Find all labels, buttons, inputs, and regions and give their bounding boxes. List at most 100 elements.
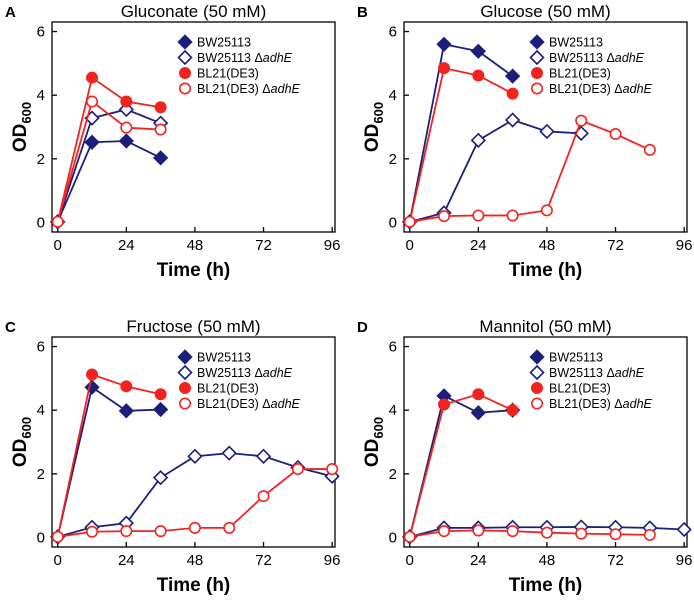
y-axis-title-main: OD (362, 124, 383, 153)
legend-marker (179, 397, 192, 410)
y-axis-title-subscript: 600 (371, 417, 386, 439)
x-tick-label: 72 (607, 552, 624, 569)
series-3 (403, 524, 656, 543)
legend-marker (529, 49, 545, 66)
y-axis-title: OD600 (10, 102, 34, 152)
data-point (86, 95, 99, 108)
data-point (188, 521, 201, 534)
legend-entry: BW25113 (549, 351, 603, 365)
x-axis-title: Time (h) (509, 575, 583, 596)
data-point (643, 528, 656, 541)
legend-entry: BL21(DE3) (197, 382, 259, 396)
legend-marker (529, 34, 545, 50)
legend-entry-suffix: adhE (615, 366, 645, 380)
legend-entry-name: BW25113 (197, 36, 251, 50)
data-point (51, 215, 64, 228)
legend-entry-name: BL21(DE3) Δ (197, 82, 271, 96)
y-axis-title-subscript: 600 (371, 102, 386, 124)
data-point (575, 527, 588, 540)
data-point (255, 448, 272, 464)
legend-entry-suffix: adhE (623, 82, 653, 96)
x-tick-label: 24 (470, 237, 487, 254)
data-point (154, 101, 167, 114)
series-line (408, 394, 513, 538)
legend-entry-name: BL21(DE3) Δ (549, 397, 623, 411)
legend-entry: BW25113 (197, 351, 251, 365)
data-point (154, 388, 167, 401)
panel-letter: D (357, 319, 368, 336)
legend-entry: BL21(DE3) (549, 67, 611, 81)
data-point (152, 150, 169, 166)
y-axis-title-main: OD (10, 124, 31, 153)
legend-entry: BL21(DE3) ΔadhE (549, 397, 653, 411)
series-3 (403, 114, 656, 228)
legend-marker (179, 381, 192, 394)
legend-entry-name: BW25113 Δ (197, 366, 263, 380)
data-point (403, 530, 416, 543)
data-point (120, 380, 133, 393)
y-axis-title-main: OD (10, 439, 31, 468)
data-point (539, 123, 555, 140)
data-point (676, 521, 692, 538)
legend-entry: BW25113 ΔadhE (197, 51, 293, 65)
series-0 (50, 379, 169, 545)
legend-entry: BL21(DE3) ΔadhE (197, 397, 301, 411)
x-tick-label: 96 (676, 237, 693, 254)
legend-entry: BW25113 ΔadhE (197, 366, 293, 380)
data-point (438, 398, 451, 411)
x-tick-label: 72 (255, 552, 272, 569)
x-tick-label: 0 (54, 552, 62, 569)
series-line (408, 43, 514, 222)
legend-entry-name: BL21(DE3) Δ (197, 397, 271, 411)
data-point (506, 525, 519, 538)
y-tick-label: 6 (389, 339, 397, 356)
legend-entry-name: BW25113 Δ (549, 51, 615, 65)
y-tick-label: 4 (389, 402, 397, 419)
series-line (56, 100, 161, 223)
data-point (609, 128, 622, 141)
data-point (438, 210, 451, 223)
y-axis-title: OD600 (362, 417, 386, 467)
legend-entry-name: BL21(DE3) (197, 67, 259, 81)
data-point (86, 71, 99, 84)
series-line (56, 140, 162, 223)
data-point (120, 95, 133, 108)
legend-entry-name: BW25113 (549, 351, 603, 365)
plot-frame (51, 336, 336, 548)
legend-marker (529, 364, 545, 381)
x-tick-label: 0 (406, 237, 414, 254)
series-2 (51, 368, 167, 543)
y-tick-label: 0 (389, 214, 397, 231)
panel-letter: C (5, 319, 16, 336)
data-point (86, 368, 99, 381)
legend-entry-name: BL21(DE3) (549, 67, 611, 81)
series-2 (51, 71, 167, 228)
y-tick-label: 2 (37, 466, 45, 483)
legend-entry-name: BL21(DE3) (549, 382, 611, 396)
legend-marker (179, 67, 192, 80)
series-0 (402, 36, 521, 230)
data-point (506, 209, 519, 222)
y-tick-label: 4 (37, 402, 45, 419)
data-point (86, 525, 99, 538)
y-tick-label: 6 (37, 339, 45, 356)
legend-marker (177, 49, 193, 66)
series-line (56, 76, 161, 223)
x-tick-label: 96 (324, 552, 341, 569)
data-point (470, 132, 486, 148)
legend-marker (530, 397, 543, 410)
y-tick-label: 4 (389, 87, 397, 104)
legend-marker (529, 349, 545, 365)
series-line (56, 385, 161, 538)
legend-marker (530, 381, 543, 394)
legend-entry: BW25113 (197, 36, 251, 50)
legend-marker (177, 34, 193, 50)
series-line (408, 393, 514, 538)
data-point (120, 121, 133, 134)
data-point (223, 521, 236, 534)
y-axis-title-main: OD (362, 439, 383, 468)
data-point (118, 133, 134, 149)
x-tick-label: 72 (607, 237, 624, 254)
